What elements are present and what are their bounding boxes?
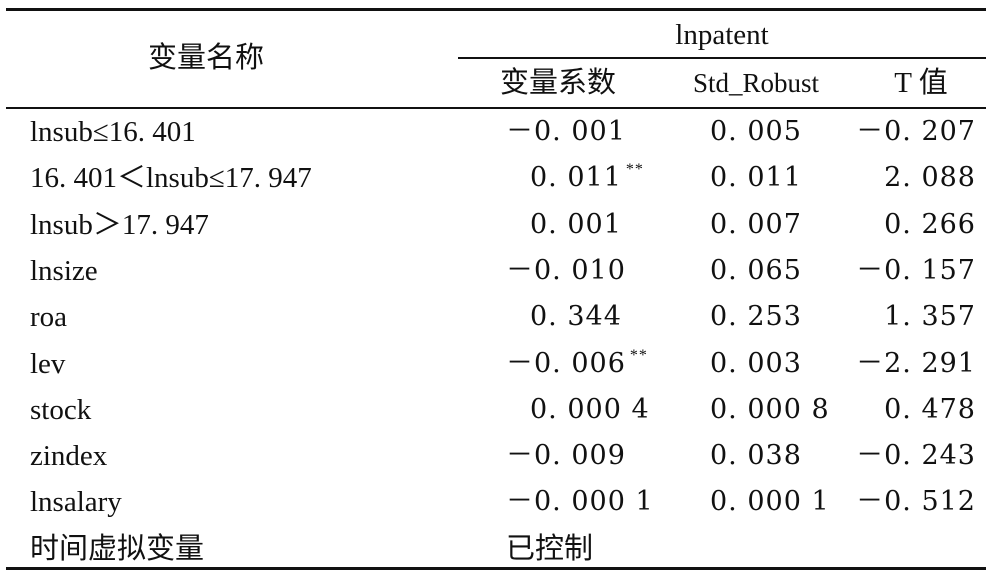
coefficient-value: 0. 011 xyxy=(530,162,622,194)
row-variable-name: stock xyxy=(30,393,92,426)
row-t-value: 2. 088 xyxy=(884,162,976,194)
coefficient-value: －0. 010 xyxy=(506,254,626,286)
coefficient-value: －0. 006 xyxy=(506,347,626,379)
row-coefficient: －0. 000 1 xyxy=(506,485,666,519)
coefficient-value: －0. 001 xyxy=(506,116,626,147)
row-variable-name: roa xyxy=(30,301,68,334)
row-t-value: －2. 291 xyxy=(856,347,976,379)
row-std-robust: 0. 253 xyxy=(710,301,802,333)
significance-stars: ** xyxy=(629,346,648,364)
coefficient-value: 0. 000 4 xyxy=(530,393,650,425)
coefficient-value: 0. 344 xyxy=(530,301,622,333)
row-t-value: －0. 243 xyxy=(856,440,976,472)
regression-table: 变量名称 lnpatent 变量系数 Std_Robust T 值 lnsub≤… xyxy=(6,8,986,572)
top-rule xyxy=(6,8,986,11)
row-variable-name: 时间虚拟变量 xyxy=(30,532,205,565)
header-t-value: T 值 xyxy=(894,67,948,99)
row-t-value: －0. 207 xyxy=(856,116,976,147)
coefficient-value: －0. 000 1 xyxy=(506,486,654,518)
row-coefficient: 0. 000 4 xyxy=(530,393,690,427)
row-coefficient: 0. 344 xyxy=(530,300,690,334)
row-std-robust: 0. 003 xyxy=(710,347,802,379)
bottom-rule xyxy=(6,567,986,570)
row-coefficient: －0. 009 xyxy=(506,439,666,473)
row-coefficient: －0. 010 xyxy=(506,254,666,288)
header-rule xyxy=(6,107,986,109)
row-std-robust: 0. 007 xyxy=(710,208,802,240)
row-t-value: 0. 478 xyxy=(884,393,976,425)
row-coefficient: －0. 006 ** xyxy=(506,347,666,381)
group-rule xyxy=(458,57,986,59)
significance-stars: ** xyxy=(625,161,644,179)
row-t-value: 1. 357 xyxy=(884,301,976,333)
row-coefficient: －0. 001 xyxy=(506,115,666,149)
row-std-robust: 0. 000 8 xyxy=(710,393,830,425)
row-variable-name: lnsub≤16. 401 xyxy=(30,116,196,148)
row-t-value: －0. 512 xyxy=(856,486,976,518)
header-std-robust: Std_Robust xyxy=(692,68,820,98)
row-variable-name: lev xyxy=(30,347,66,380)
row-std-robust: 0. 011 xyxy=(710,162,802,194)
coefficient-value: 0. 001 xyxy=(530,208,622,240)
row-variable-name: lnsub＞17. 947 xyxy=(30,208,209,241)
row-std-robust: 0. 005 xyxy=(710,116,802,147)
row-std-robust: 0. 065 xyxy=(710,254,802,286)
row-std-robust: 0. 000 1 xyxy=(710,486,830,518)
row-std-robust: 0. 038 xyxy=(710,440,802,472)
coefficient-value: 已控制 xyxy=(506,532,594,565)
row-variable-name: lnsize xyxy=(30,254,98,287)
row-variable-name: zindex xyxy=(30,440,108,473)
header-variable-name: 变量名称 xyxy=(147,42,264,74)
header-group-lnpatent: lnpatent xyxy=(675,19,769,51)
row-coefficient: 0. 011 ** xyxy=(530,161,690,195)
header-coefficient: 变量系数 xyxy=(499,67,616,99)
row-coefficient: 已控制 xyxy=(506,532,666,566)
row-t-value: 0. 266 xyxy=(884,208,976,240)
row-variable-name: 16. 401＜lnsub≤17. 947 xyxy=(30,162,312,195)
coefficient-value: －0. 009 xyxy=(506,440,626,472)
row-variable-name: lnsalary xyxy=(30,486,122,519)
row-coefficient: 0. 001 xyxy=(530,208,690,242)
row-t-value: －0. 157 xyxy=(856,254,976,286)
